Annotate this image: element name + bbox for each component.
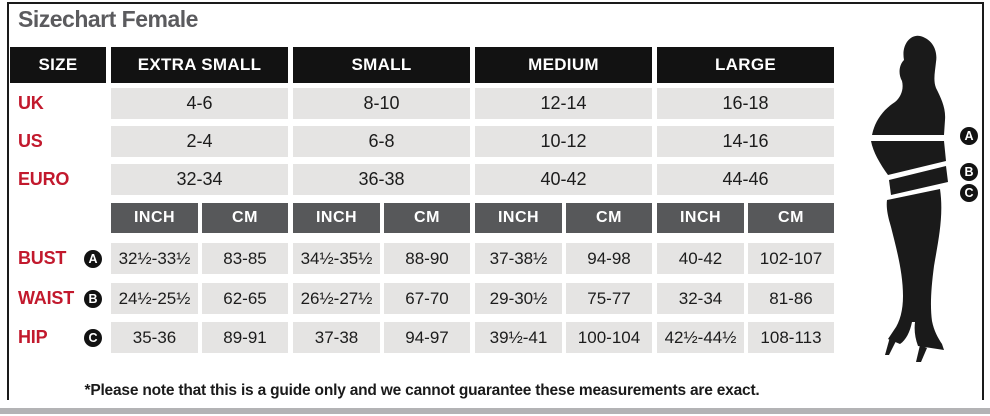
row-label-hip: HIP C (10, 322, 106, 353)
female-silhouette-icon (871, 35, 948, 362)
bottom-divider-bar (0, 408, 990, 414)
hip-l-cm-cell: 108-113 (748, 322, 834, 353)
waist-m-cm-cell: 75-77 (566, 283, 652, 314)
row-label-us: US (18, 131, 43, 151)
bust-l-cm-cell: 102-107 (748, 243, 834, 274)
figure-marker-b-badge: B (960, 163, 978, 181)
bust-xs-cm-cell: 83-85 (202, 243, 288, 274)
waist-xs-cm-cell: 62-65 (202, 283, 288, 314)
uk-medium-cell: 12-14 (475, 88, 652, 119)
table-row-uk: UK 4-6 8-10 12-14 16-18 (10, 88, 834, 119)
waist-s-inch-cell: 26½-27½ (293, 283, 380, 314)
us-medium-cell: 10-12 (475, 126, 652, 157)
row-label-euro: EURO (18, 169, 70, 189)
figure-marker-c-badge: C (960, 184, 978, 202)
female-silhouette-figure: A B C (858, 32, 986, 394)
hip-m-cm-cell: 100-104 (566, 322, 652, 353)
us-large-cell: 14-16 (657, 126, 834, 157)
bust-l-inch-cell: 40-42 (657, 243, 744, 274)
waist-l-inch-cell: 32-34 (657, 283, 744, 314)
waist-s-cm-cell: 67-70 (384, 283, 470, 314)
hip-m-inch-cell: 39½-41 (475, 322, 562, 353)
row-label-bust: BUST A (10, 243, 106, 274)
unit-header-cm: CM (384, 203, 470, 233)
waist-m-inch-cell: 29-30½ (475, 283, 562, 314)
bust-s-inch-cell: 34½-35½ (293, 243, 380, 274)
column-header-extra-small: EXTRA SMALL (111, 47, 288, 83)
hip-label-text: HIP (18, 327, 48, 347)
marker-c-badge: C (84, 328, 102, 347)
bust-m-cm-cell: 94-98 (566, 243, 652, 274)
us-extra-small-cell: 2-4 (111, 126, 288, 157)
table-row-waist: WAIST B 24½-25½ 62-65 26½-27½ 67-70 29-3… (10, 283, 834, 314)
waist-xs-inch-cell: 24½-25½ (111, 283, 198, 314)
disclaimer-note: *Please note that this is a guide only a… (84, 382, 760, 399)
waist-label-text: WAIST (18, 288, 74, 308)
unit-header-cm: CM (566, 203, 652, 233)
row-label-waist: WAIST B (10, 283, 106, 314)
bust-m-inch-cell: 37-38½ (475, 243, 562, 274)
table-row-bust: BUST A 32½-33½ 83-85 34½-35½ 88-90 37-38… (10, 243, 834, 274)
unit-header-inch: INCH (657, 203, 744, 233)
marker-b-badge: B (84, 289, 102, 308)
row-label-uk: UK (18, 93, 44, 113)
hip-l-inch-cell: 42½-44½ (657, 322, 744, 353)
figure-marker-a-badge: A (960, 127, 978, 145)
hip-xs-inch-cell: 35-36 (111, 322, 198, 353)
bust-label-text: BUST (18, 248, 67, 268)
column-header-small: SMALL (293, 47, 470, 83)
euro-small-cell: 36-38 (293, 164, 470, 195)
marker-a-badge: A (84, 249, 102, 268)
bust-s-cm-cell: 88-90 (384, 243, 470, 274)
unit-header-inch: INCH (111, 203, 198, 233)
unit-header-inch: INCH (475, 203, 562, 233)
euro-large-cell: 44-46 (657, 164, 834, 195)
waist-l-cm-cell: 81-86 (748, 283, 834, 314)
table-row-us: US 2-4 6-8 10-12 14-16 (10, 126, 834, 157)
column-header-large: LARGE (657, 47, 834, 83)
hip-s-cm-cell: 94-97 (384, 322, 470, 353)
table-row-hip: HIP C 35-36 89-91 37-38 94-97 39½-41 100… (10, 322, 834, 353)
page-title: Sizechart Female (18, 6, 198, 32)
uk-small-cell: 8-10 (293, 88, 470, 119)
uk-large-cell: 16-18 (657, 88, 834, 119)
table-header-row: SIZE EXTRA SMALL SMALL MEDIUM LARGE (10, 47, 834, 83)
unit-header-cm: CM (748, 203, 834, 233)
bust-xs-inch-cell: 32½-33½ (111, 243, 198, 274)
unit-header-inch: INCH (293, 203, 380, 233)
unit-header-spacer (10, 203, 106, 233)
hip-s-inch-cell: 37-38 (293, 322, 380, 353)
unit-header-row: INCH CM INCH CM INCH CM INCH CM (10, 203, 834, 233)
euro-medium-cell: 40-42 (475, 164, 652, 195)
column-header-medium: MEDIUM (475, 47, 652, 83)
hip-xs-cm-cell: 89-91 (202, 322, 288, 353)
table-row-euro: EURO 32-34 36-38 40-42 44-46 (10, 164, 834, 195)
us-small-cell: 6-8 (293, 126, 470, 157)
euro-extra-small-cell: 32-34 (111, 164, 288, 195)
size-header-cell: SIZE (10, 47, 106, 83)
unit-header-cm: CM (202, 203, 288, 233)
uk-extra-small-cell: 4-6 (111, 88, 288, 119)
sizechart-table: SIZE EXTRA SMALL SMALL MEDIUM LARGE UK 4… (10, 47, 834, 353)
